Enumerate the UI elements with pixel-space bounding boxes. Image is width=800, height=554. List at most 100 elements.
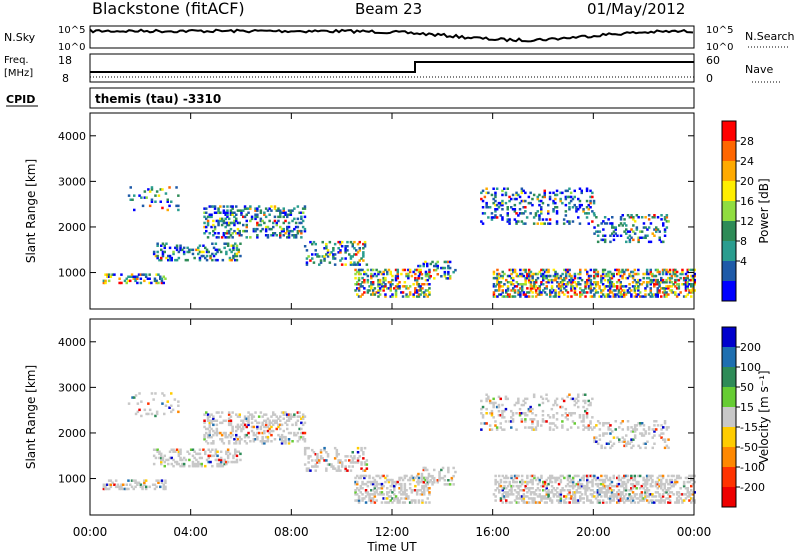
data-cell: [568, 206, 571, 209]
data-cell: [609, 432, 612, 435]
data-cell: [319, 259, 323, 262]
data-cell: [181, 248, 184, 252]
data-cell: [674, 281, 677, 284]
data-cell: [213, 225, 217, 229]
data-cell: [667, 270, 670, 274]
data-cell: [608, 495, 612, 498]
data-cell: [684, 497, 688, 500]
data-cell: [656, 476, 659, 480]
data-cell: [658, 501, 661, 504]
data-cell: [245, 219, 248, 223]
data-cell: [215, 423, 219, 427]
data-cell: [661, 476, 665, 480]
data-cell: [254, 433, 257, 437]
data-cell: [375, 474, 378, 478]
data-cell: [646, 440, 649, 443]
data-cell: [160, 454, 163, 458]
data-cell: [159, 200, 162, 203]
data-cell: [208, 213, 211, 216]
data-cell: [684, 493, 688, 496]
data-cell: [242, 427, 245, 431]
data-cell: [503, 484, 506, 488]
data-cell: [152, 448, 156, 451]
colorbar-tick-label: 50: [740, 381, 754, 394]
data-cell: [485, 393, 488, 396]
data-cell: [428, 487, 431, 490]
data-cell: [607, 428, 610, 431]
data-cell: [279, 415, 282, 418]
data-cell: [589, 201, 592, 205]
data-cell: [633, 287, 637, 290]
data-cell: [373, 484, 377, 488]
data-cell: [227, 411, 231, 414]
data-cell: [566, 482, 570, 486]
data-cell: [529, 487, 533, 490]
data-cell: [481, 206, 485, 209]
data-cell: [487, 216, 490, 219]
data-cell: [163, 460, 166, 464]
data-cell: [377, 283, 380, 286]
data-cell: [527, 489, 531, 492]
data-cell: [382, 289, 385, 292]
data-cell: [646, 228, 649, 231]
data-cell: [370, 272, 373, 276]
data-cell: [401, 501, 405, 504]
data-cell: [391, 278, 394, 282]
data-cell: [619, 270, 622, 274]
data-cell: [626, 440, 630, 443]
data-cell: [668, 501, 672, 504]
data-cell: [161, 188, 164, 191]
data-cell: [206, 419, 210, 422]
data-cell: [503, 428, 506, 431]
data-cell: [541, 201, 545, 205]
data-cell: [239, 254, 242, 258]
data-cell: [626, 480, 630, 484]
data-cell: [623, 480, 626, 484]
data-cell: [155, 412, 159, 416]
data-cell: [571, 420, 575, 423]
data-cell: [362, 453, 365, 456]
data-cell: [410, 499, 414, 502]
data-cell: [660, 499, 663, 502]
data-cell: [566, 295, 570, 298]
data-cell: [522, 189, 525, 193]
data-cell: [396, 268, 399, 272]
data-cell: [677, 491, 681, 494]
freq-tick-low: 8: [62, 72, 69, 85]
data-cell: [586, 480, 589, 484]
data-cell: [293, 227, 296, 231]
data-cell: [242, 419, 245, 422]
data-cell: [654, 268, 658, 272]
data-cell: [566, 428, 569, 431]
data-cell: [353, 457, 356, 460]
data-cell: [501, 295, 504, 298]
data-cell: [198, 258, 202, 262]
data-cell: [235, 425, 238, 429]
data-cell: [510, 420, 513, 423]
data-cell: [616, 234, 619, 237]
data-cell: [177, 454, 181, 458]
data-cell: [573, 403, 576, 407]
data-cell: [515, 484, 519, 488]
data-cell: [508, 293, 511, 296]
data-cell: [221, 258, 225, 262]
data-cell: [668, 487, 672, 490]
data-cell: [109, 479, 113, 482]
data-cell: [396, 497, 399, 500]
data-cell: [116, 483, 120, 486]
data-cell: [686, 276, 689, 280]
nsky-tick-low: 10^0: [58, 42, 85, 53]
data-cell: [556, 272, 559, 276]
data-cell: [360, 461, 363, 464]
data-cell: [563, 278, 566, 282]
data-cell: [616, 482, 619, 486]
data-cell: [363, 272, 366, 276]
data-cell: [538, 501, 541, 504]
data-cell: [611, 232, 614, 235]
data-cell: [644, 493, 647, 496]
data-cell: [639, 432, 642, 435]
data-cell: [415, 493, 419, 496]
data-cell: [211, 252, 214, 256]
data-cell: [677, 474, 681, 478]
data-cell: [533, 474, 536, 478]
